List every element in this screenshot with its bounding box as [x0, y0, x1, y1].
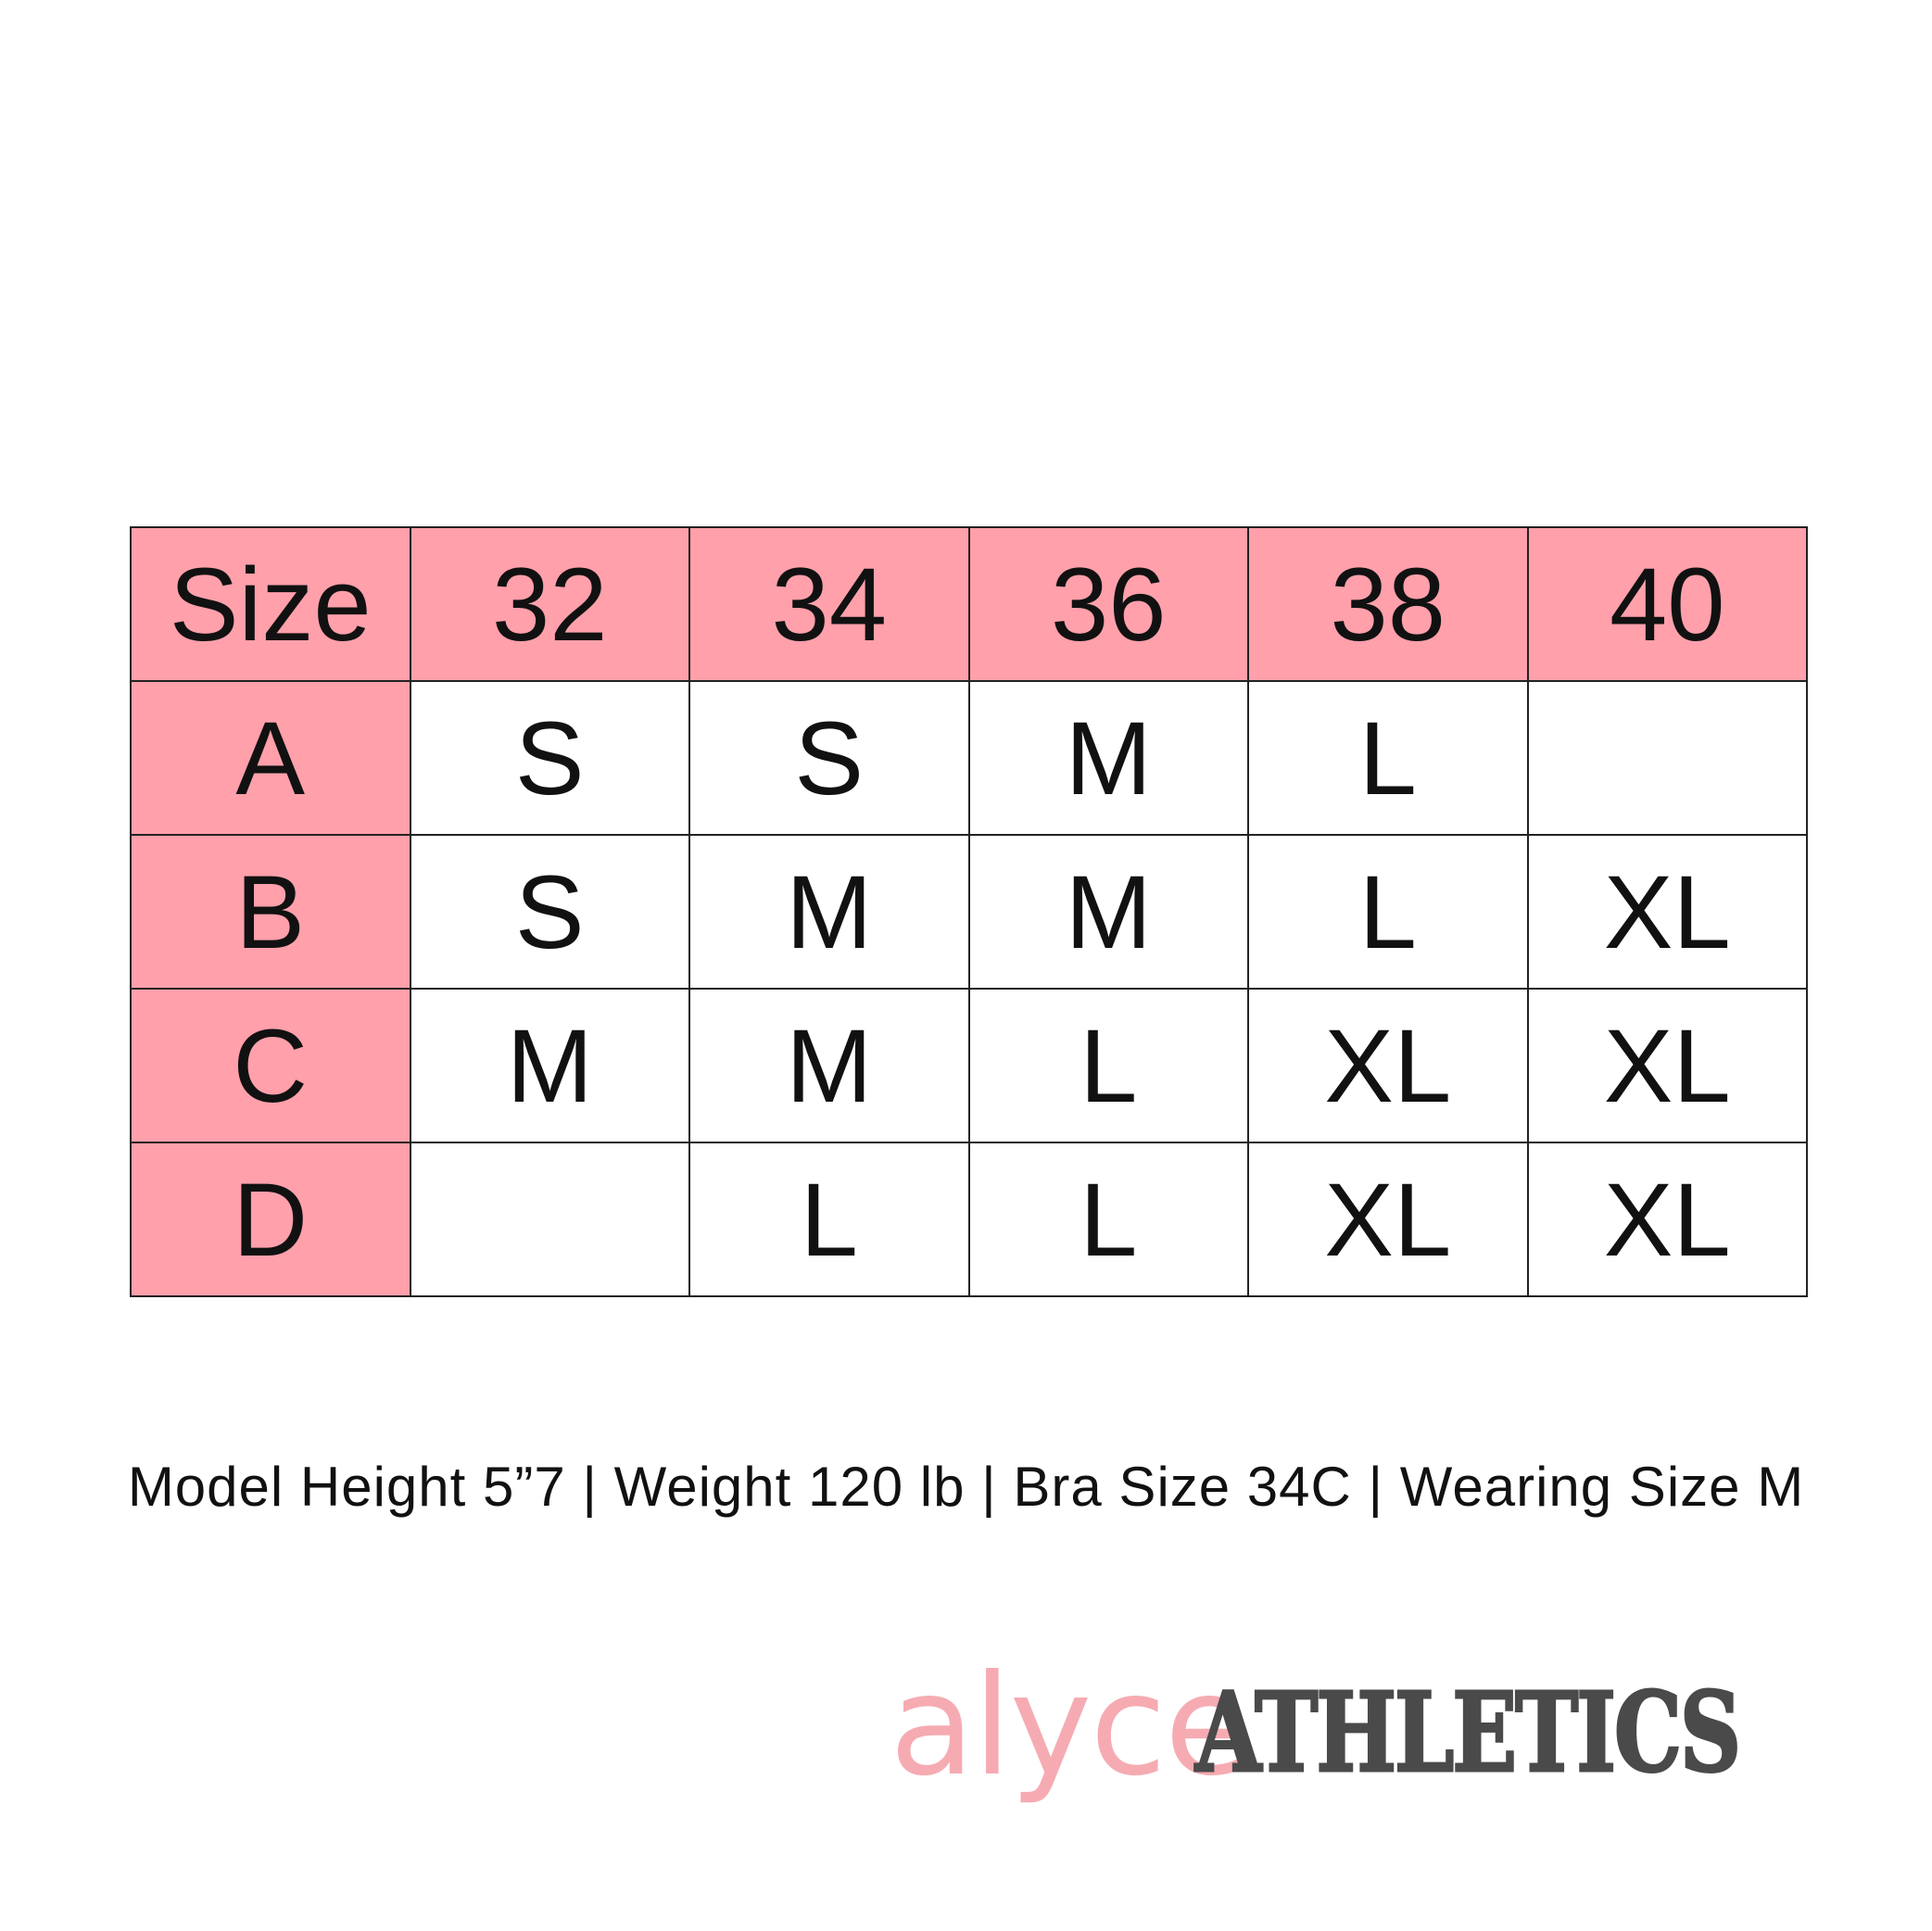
- row-label: A: [130, 680, 411, 836]
- table-row: B S M M L XL: [130, 834, 1808, 990]
- table-cell: M: [409, 988, 690, 1143]
- table-cell: XL: [1526, 1142, 1808, 1297]
- size-chart-table: Size 32 34 36 38 40 A S S M L B S M M L …: [130, 526, 1808, 1297]
- row-label: D: [130, 1142, 411, 1297]
- table-cell: [409, 1142, 690, 1297]
- table-cell: S: [409, 834, 690, 990]
- model-info-text: Model Height 5”7 | Weight 120 lb | Bra S…: [127, 1456, 1805, 1518]
- header-cell: Size: [130, 526, 411, 682]
- header-cell: 40: [1526, 526, 1808, 682]
- row-label: C: [130, 988, 411, 1143]
- table-cell: XL: [1526, 988, 1808, 1143]
- table-cell: L: [967, 1142, 1249, 1297]
- table-cell: [1526, 680, 1808, 836]
- table-cell: XL: [1247, 988, 1529, 1143]
- logo-alyce: alyce: [890, 1646, 1250, 1807]
- header-cell: 34: [688, 526, 970, 682]
- table-cell: L: [1247, 834, 1529, 990]
- logo-athletics: ATHLETICS: [1194, 1667, 1743, 1798]
- brand-logo: alyce ATHLETICS: [890, 1646, 1816, 1807]
- table-cell: S: [688, 680, 970, 836]
- table-cell: M: [967, 680, 1249, 836]
- table-cell: S: [409, 680, 690, 836]
- header-cell: 36: [967, 526, 1249, 682]
- table-row: A S S M L: [130, 680, 1808, 836]
- table-cell: XL: [1247, 1142, 1529, 1297]
- table-cell: M: [688, 834, 970, 990]
- table-cell: M: [967, 834, 1249, 990]
- table-row: D L L XL XL: [130, 1142, 1808, 1297]
- header-row: Size 32 34 36 38 40: [130, 526, 1808, 682]
- header-cell: 38: [1247, 526, 1529, 682]
- table-cell: L: [688, 1142, 970, 1297]
- table-cell: L: [967, 988, 1249, 1143]
- row-label: B: [130, 834, 411, 990]
- header-cell: 32: [409, 526, 690, 682]
- table-row: C M M L XL XL: [130, 988, 1808, 1143]
- table-cell: L: [1247, 680, 1529, 836]
- table-cell: XL: [1526, 834, 1808, 990]
- table-cell: M: [688, 988, 970, 1143]
